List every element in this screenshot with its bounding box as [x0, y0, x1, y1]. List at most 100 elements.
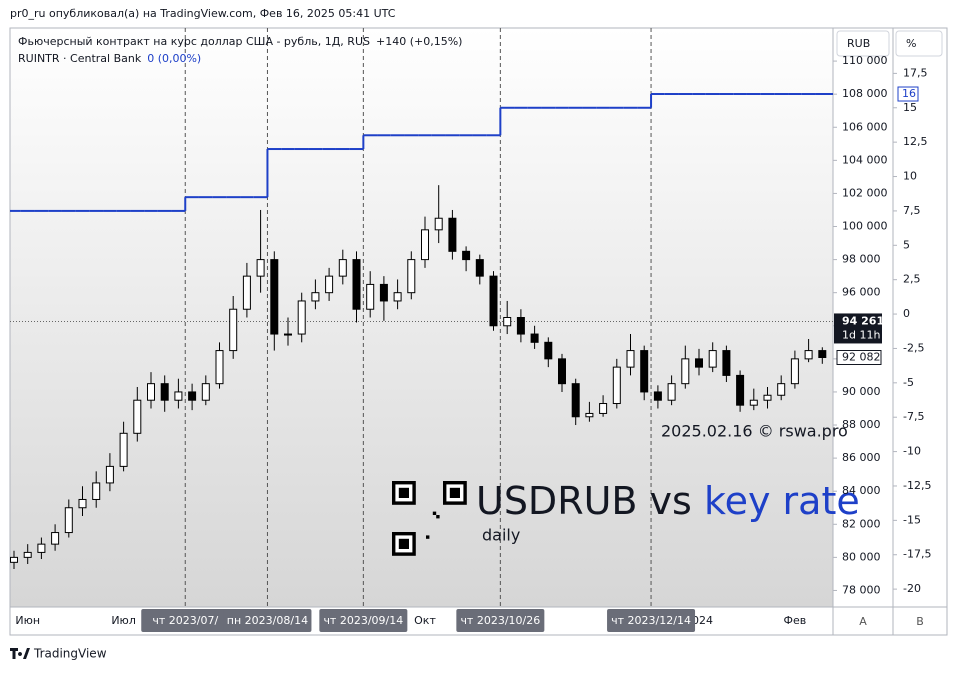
y-tick-label: 78 000 [842, 583, 881, 596]
y2-tick-label: -7,5 [903, 410, 924, 423]
candle-body [695, 358, 703, 368]
y-tick-label: 106 000 [842, 120, 888, 133]
candle-body [421, 229, 429, 261]
y-tick-label: 108 000 [842, 87, 888, 100]
candle-body [681, 358, 690, 385]
candle-body [777, 383, 786, 396]
legend-change: +140 (+0,15%) [376, 35, 462, 48]
candle-body [92, 482, 101, 500]
watermark-accent: key rate [704, 479, 860, 523]
x-tick-label: Июн [15, 614, 40, 627]
watermark-subtitle: daily [482, 526, 520, 545]
scale-b[interactable]: B [916, 615, 924, 628]
candle-body [448, 217, 457, 252]
y2-tick-label: 7,5 [903, 204, 921, 217]
key-rate-box [897, 86, 919, 102]
logo-icon [10, 648, 30, 659]
candle-body [325, 275, 334, 294]
currency-button[interactable] [836, 30, 890, 57]
chart-frame [9, 27, 948, 636]
y-tick-label: 80 000 [842, 550, 881, 563]
qr-code [392, 481, 467, 556]
candle-body [640, 350, 649, 393]
candle-body [379, 283, 388, 302]
y2-tick-label: 12,5 [903, 135, 928, 148]
candle-body [284, 333, 292, 336]
candle-body [256, 259, 265, 277]
x-tick-label: Окт [414, 614, 436, 627]
header: pr0_ru опубликовал(а) на TradingView.com… [10, 7, 396, 20]
currency-button-label[interactable]: RUB [847, 37, 870, 50]
y2-tick-label: -12,5 [903, 479, 931, 492]
y-tick-label: 96 000 [842, 286, 881, 299]
candle-body [201, 383, 210, 401]
y-tick-label: 88 000 [842, 418, 881, 431]
plot-background [10, 28, 833, 607]
candle-body [612, 366, 621, 405]
candle-body [105, 465, 114, 484]
candle-body [544, 341, 553, 360]
candle-body [188, 391, 197, 401]
y2-tick-label: 17,5 [903, 66, 928, 79]
legend-name: Фьючерсный контракт на курс доллар США -… [18, 35, 370, 48]
event-label-box [141, 609, 230, 632]
candle-body [64, 507, 73, 534]
watermark-title: USDRUB vs key rate [476, 479, 860, 523]
y-tick-label: 104 000 [842, 153, 888, 166]
y2-tick-label: 10 [903, 170, 917, 183]
candle-body [51, 532, 60, 545]
scale-auto[interactable]: A [859, 615, 867, 628]
event-label: чт 2023/07/ [152, 614, 218, 627]
last-close-label: 92 082 [842, 351, 881, 364]
y2-tick-label: -17,5 [903, 548, 931, 561]
y-tick-label: 86 000 [842, 451, 881, 464]
y2-tick-label: -20 [903, 582, 921, 595]
legend-key-rate: RUINTR · Central Bank 0 (0,00%) [18, 52, 201, 65]
candle-body [215, 350, 224, 385]
candle-body [667, 383, 676, 401]
candle-body [229, 308, 238, 352]
key-rate-label: 16 [902, 87, 916, 100]
candle-body [119, 432, 128, 467]
candle-body [311, 292, 320, 302]
candle-body [270, 259, 279, 335]
event-label-box [456, 609, 545, 632]
percent-button-label[interactable]: % [906, 37, 916, 50]
candle-body [516, 317, 525, 335]
qr-finder [398, 487, 409, 498]
candle-body [10, 556, 18, 563]
candle-body [297, 300, 306, 335]
candle-body [147, 383, 155, 401]
candle-body [804, 350, 813, 360]
candle-body [352, 259, 361, 310]
candle-body [78, 498, 87, 509]
event-label-box [319, 609, 408, 632]
percent-button[interactable] [895, 30, 943, 57]
footer-text: TradingView [33, 647, 107, 661]
event-label: чт 2023/12/14 [611, 614, 691, 627]
candle-body [626, 350, 635, 368]
candle-body [599, 403, 608, 414]
last-close-box [836, 350, 882, 366]
x-tick-label: Июл [111, 614, 136, 627]
y-tick-label: 110 000 [842, 54, 888, 67]
y2-tick-label: -2,5 [903, 341, 924, 354]
candle-body [160, 383, 169, 401]
candle-body [475, 259, 484, 277]
candle-body [790, 358, 799, 385]
qr-cell [426, 535, 430, 539]
legend-series: Фьючерсный контракт на курс доллар США -… [18, 35, 462, 48]
y-tick-label: 84 000 [842, 484, 881, 497]
candle-body [407, 259, 416, 294]
candle-body [338, 259, 347, 277]
candle-body [434, 217, 443, 231]
legend-name: RUINTR · Central Bank [18, 52, 142, 65]
watermark: 2025.02.16 © rswa.pro USDRUB vs key rate… [392, 422, 860, 556]
y2-tick-label: 2,5 [903, 273, 921, 286]
y-tick-label: 82 000 [842, 517, 881, 530]
candle-body [174, 391, 183, 401]
candle-body [736, 374, 745, 406]
candle-body [763, 394, 772, 401]
